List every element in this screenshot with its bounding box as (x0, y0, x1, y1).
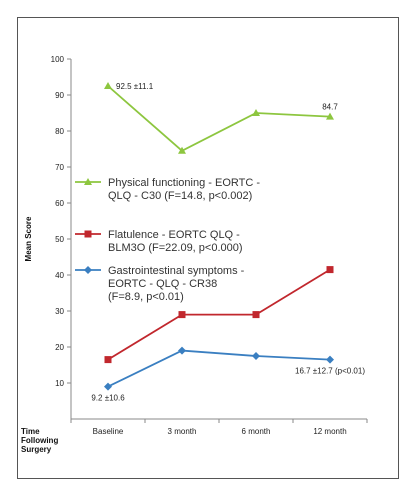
x-axis-title-line: Following (21, 436, 58, 445)
y-tick-label: 40 (55, 271, 64, 280)
x-tick-label: 12 month (313, 427, 346, 436)
data-point (178, 311, 186, 319)
legend-label-line: Physical functioning - EORTC - (108, 177, 260, 189)
y-tick-label: 60 (55, 199, 64, 208)
series-line-1 (107, 268, 331, 361)
x-tick-label: Baseline (93, 427, 124, 436)
data-label: 16.7 ±12.7 (p<0.01) (295, 367, 365, 376)
x-axis-title-line: Time (21, 427, 40, 436)
data-label: 84.7 (322, 103, 338, 112)
legend-label-line: BLM3O (F=22.09, p<0.000) (108, 242, 243, 254)
y-tick-label: 70 (55, 163, 64, 172)
data-point (252, 352, 260, 360)
data-label: 92.5 ±11.1 (116, 82, 154, 91)
y-tick-label: 50 (55, 235, 64, 244)
y-axis-title: Mean Score (24, 216, 33, 261)
data-point (326, 266, 334, 274)
x-tick-label: 3 month (168, 427, 197, 436)
y-tick-label: 10 (55, 379, 64, 388)
data-point (104, 382, 112, 391)
legend-marker (84, 230, 92, 238)
line-chart: 10 20 30 40 50 60 70 80 90 100 Baseline 3 month 6 mo… (21, 55, 368, 454)
y-tick-label: 80 (55, 127, 64, 136)
legend-label-line: QLQ - C30 (F=14.8, p<0.002) (108, 190, 252, 202)
y-tick-label: 30 (55, 307, 64, 316)
x-tick-label: 6 month (242, 427, 271, 436)
data-point (104, 82, 112, 89)
data-point (178, 146, 186, 154)
legend-label-line: (F=8.9, p<0.01) (108, 291, 184, 303)
legend-label-line: Gastrointestinal symptoms - (108, 265, 245, 277)
data-point (252, 109, 260, 116)
series-line-0 (107, 85, 331, 152)
legend-label-line: EORTC - QLQ - CR38 (108, 278, 217, 290)
chart-frame: 10 20 30 40 50 60 70 80 90 100 Baseline 3 month 6 mo… (17, 17, 399, 479)
legend-marker (84, 178, 92, 185)
x-axis-title-line: Surgery (21, 445, 52, 454)
data-point (326, 112, 334, 120)
data-point (252, 311, 260, 319)
series-line-2 (107, 349, 331, 388)
y-tick-label: 100 (51, 55, 65, 64)
legend-marker (84, 266, 92, 274)
data-label: 9.2 ±10.6 (91, 394, 125, 403)
legend-label-line: Flatulence - EORTC QLQ - (108, 229, 240, 241)
data-point (326, 355, 334, 364)
y-tick-label: 90 (55, 91, 64, 100)
data-point (104, 356, 112, 364)
data-point (178, 346, 186, 355)
y-tick-label: 20 (55, 343, 64, 352)
